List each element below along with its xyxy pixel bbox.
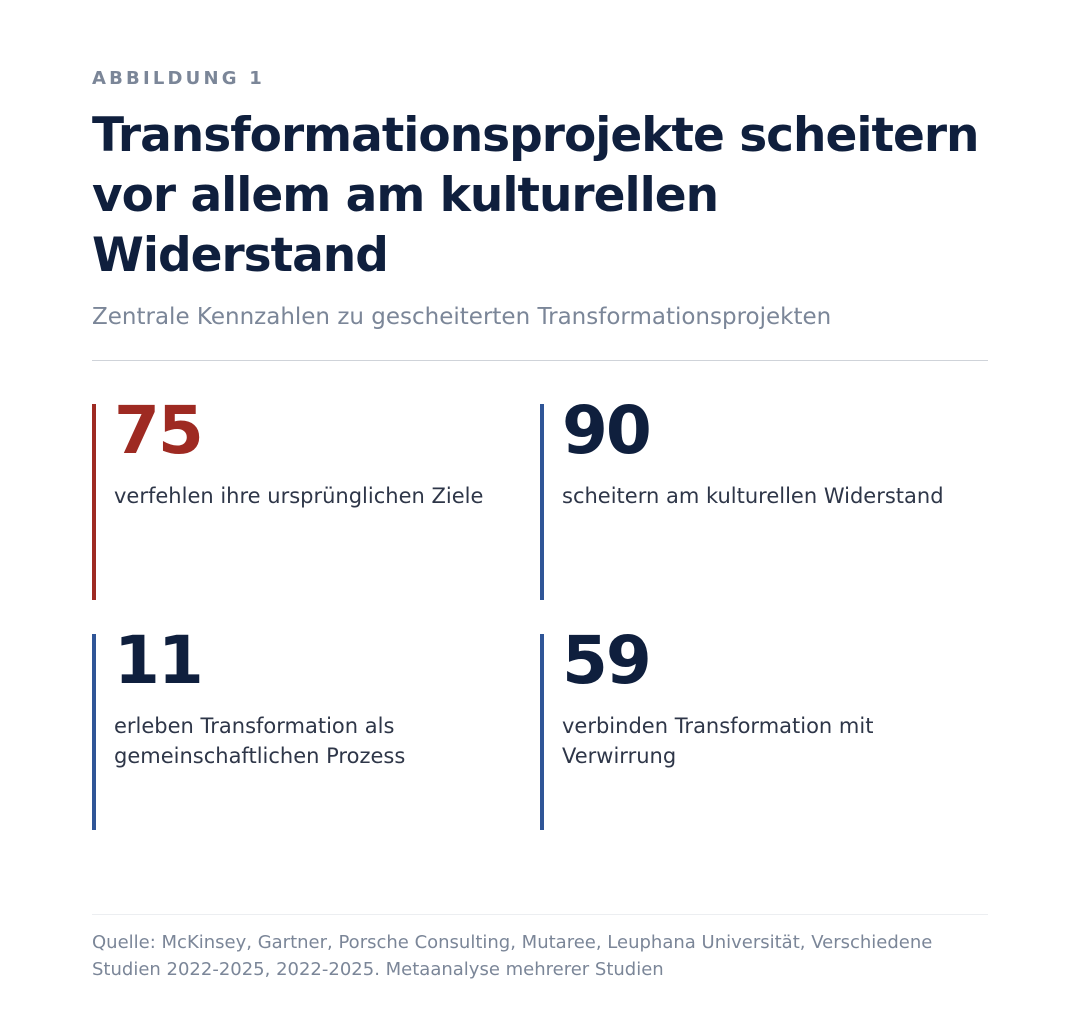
stat-label: erleben Transformation als gemeinschaftl… [114,714,406,768]
stat-card-90: 90 scheitern am kulturellen Widerstand [540,392,988,600]
footer-divider [92,914,988,915]
figure-eyebrow: ABBILDUNG 1 [92,68,265,89]
stats-grid: 75 verfehlen ihre ursprünglichen Ziele 9… [92,392,988,830]
stat-label: verfehlen ihre ursprünglichen Ziele [114,484,484,508]
stat-value: 75 [114,392,204,469]
stat-card-59: 59 verbinden Transformation mit Verwirru… [540,622,988,830]
figure-title: Transformationsprojekte scheitern vor al… [92,108,979,283]
stat-value: 59 [562,622,652,699]
stat-card-11: 11 erleben Transformation als gemeinscha… [92,622,540,830]
figure: ABBILDUNG 1 Transformationsprojekte sche… [92,66,988,830]
header-divider [92,360,988,361]
stat-label: scheitern am kulturellen Widerstand [562,484,944,508]
stat-value: 90 [562,392,652,469]
stat-accent-bar [92,404,96,600]
figure-subtitle: Zentrale Kennzahlen zu gescheiterten Tra… [92,304,832,330]
stat-accent-bar [540,634,544,830]
stat-label: verbinden Transformation mit Verwirrung [562,714,874,768]
stat-value: 11 [114,622,204,699]
source-note: Quelle: McKinsey, Gartner, Porsche Consu… [92,932,933,980]
stat-accent-bar [540,404,544,600]
stat-card-75: 75 verfehlen ihre ursprünglichen Ziele [92,392,540,600]
stat-accent-bar [92,634,96,830]
